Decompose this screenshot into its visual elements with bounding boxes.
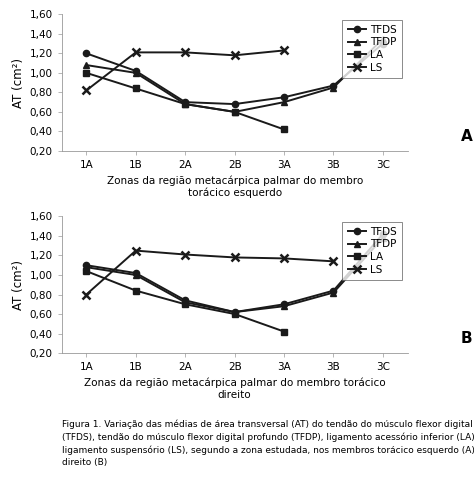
Text: Figura 1. Variação das médias de área transversal (AT) do tendão do músculo flex: Figura 1. Variação das médias de área tr… (62, 420, 474, 467)
TFDS (182, 99, 188, 105)
X-axis label: Zonas da região metacárpica palmar do membro
torácico esquerdo: Zonas da região metacárpica palmar do me… (107, 175, 363, 198)
TFDS (380, 41, 386, 46)
LS (83, 87, 89, 93)
TFDP (331, 290, 337, 295)
LA (133, 86, 138, 91)
LS (133, 50, 138, 55)
TFDP (133, 272, 138, 278)
LA (182, 302, 188, 307)
Line: LA: LA (83, 268, 287, 335)
TFDS (83, 51, 89, 56)
TFDP (380, 36, 386, 42)
Line: LS: LS (82, 46, 288, 95)
Y-axis label: AT (cm²): AT (cm²) (12, 260, 25, 310)
TFDS (331, 83, 337, 88)
LS (232, 53, 237, 58)
TFDS (232, 101, 237, 107)
TFDP (182, 101, 188, 107)
LA (133, 288, 138, 293)
TFDP (281, 304, 287, 309)
TFDS (380, 231, 386, 237)
LS (133, 248, 138, 253)
TFDS (331, 288, 337, 293)
LA (182, 101, 188, 107)
TFDS (182, 297, 188, 303)
TFDS (83, 262, 89, 268)
TFDP (281, 99, 287, 105)
TFDP (83, 62, 89, 68)
LA (83, 268, 89, 274)
LA (232, 109, 237, 115)
LA (232, 311, 237, 317)
TFDS (281, 302, 287, 307)
LA (281, 329, 287, 335)
LS (281, 48, 287, 54)
Legend: TFDS, TFDP, LA, LS: TFDS, TFDP, LA, LS (342, 222, 402, 280)
TFDS (232, 309, 237, 315)
TFDP (83, 264, 89, 270)
LS (232, 255, 237, 261)
LS (182, 50, 188, 55)
Text: A: A (461, 129, 472, 144)
TFDP (133, 70, 138, 76)
LS (83, 292, 89, 297)
Text: B: B (461, 331, 472, 346)
LS (331, 259, 337, 264)
Line: TFDS: TFDS (83, 41, 386, 107)
TFDS (281, 94, 287, 100)
Line: TFDP: TFDP (83, 35, 386, 115)
Legend: TFDS, TFDP, LA, LS: TFDS, TFDP, LA, LS (342, 20, 402, 78)
TFDS (133, 68, 138, 74)
Line: LS: LS (82, 247, 337, 299)
X-axis label: Zonas da região metacárpica palmar do membro torácico
direito: Zonas da região metacárpica palmar do me… (84, 378, 385, 400)
LA (281, 127, 287, 132)
LA (83, 70, 89, 76)
TFDP (380, 235, 386, 241)
LS (281, 256, 287, 261)
Line: TFDS: TFDS (83, 231, 386, 315)
LS (182, 251, 188, 257)
Y-axis label: AT (cm²): AT (cm²) (12, 58, 25, 108)
TFDP (232, 109, 237, 115)
TFDP (331, 85, 337, 90)
TFDP (232, 309, 237, 315)
Line: TFDP: TFDP (83, 234, 386, 315)
Line: LA: LA (83, 70, 287, 132)
TFDP (182, 299, 188, 305)
TFDS (133, 270, 138, 276)
